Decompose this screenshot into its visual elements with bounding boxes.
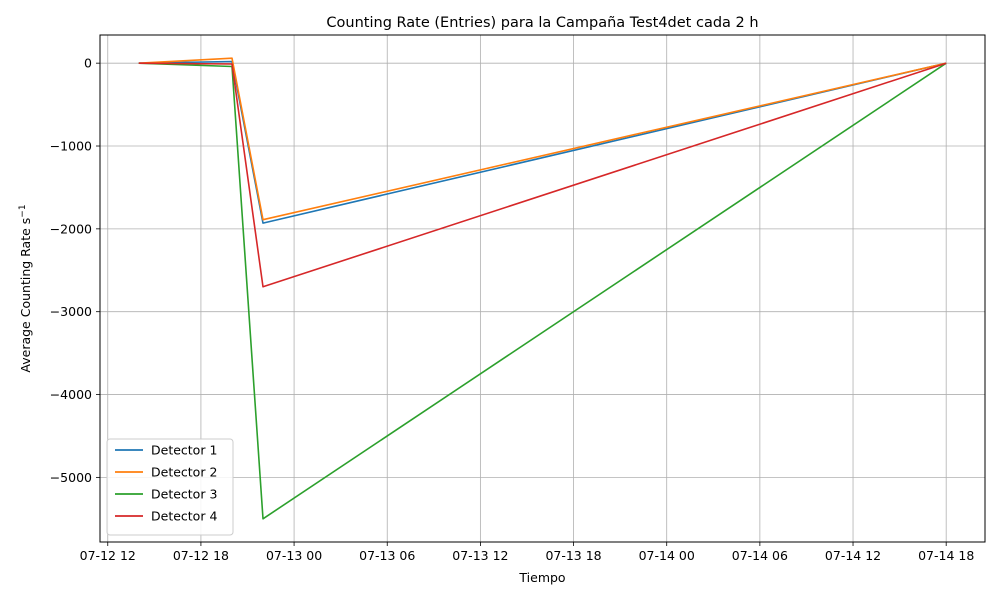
legend: Detector 1 Detector 2 Detector 3 Detector 4: [106, 438, 234, 536]
y-axis-ticks: 0 −1000 −2000 −3000 −4000 −5000: [50, 56, 100, 485]
x-tick-label: 07-13 00: [266, 548, 322, 563]
chart-title: Counting Rate (Entries) para la Campaña …: [326, 15, 758, 31]
x-tick-label: 07-14 18: [918, 548, 974, 563]
series-line-detector-1: [138, 60, 947, 224]
x-tick-label: 07-13 06: [359, 548, 415, 563]
series-line-detector-4: [138, 62, 947, 288]
plot-frame: [99, 34, 986, 543]
y-tick-label: −3000: [50, 304, 92, 319]
y-axis-label-main: Average Counting Rate s: [18, 218, 33, 373]
series-line-detector-2: [138, 57, 947, 221]
y-axis-label-exponent: −1: [18, 204, 28, 217]
x-axis-label: Tiempo: [518, 570, 565, 585]
legend-label: Detector 3: [151, 487, 217, 502]
y-tick-label: −4000: [50, 387, 92, 402]
x-tick-label: 07-14 06: [732, 548, 788, 563]
y-axis-label: Average Counting Rate s−1: [18, 204, 33, 372]
legend-label: Detector 2: [151, 465, 217, 480]
y-tick-label: −5000: [50, 470, 92, 485]
x-tick-label: 07-14 00: [639, 548, 695, 563]
legend-box: [106, 438, 234, 536]
x-tick-label: 07-12 18: [173, 548, 229, 563]
legend-label: Detector 4: [151, 509, 217, 524]
x-tick-label: 07-13 12: [452, 548, 508, 563]
x-tick-label: 07-14 12: [825, 548, 881, 563]
x-axis-ticks: 07-12 12 07-12 18 07-13 00 07-13 06 07-13 12…: [80, 542, 974, 563]
series-lines: [138, 57, 947, 520]
y-tick-label: −2000: [50, 221, 92, 236]
x-tick-label: 07-13 18: [545, 548, 601, 563]
y-tick-label: 0: [84, 56, 92, 71]
x-tick-label: 07-12 12: [80, 548, 136, 563]
series-line-detector-3: [138, 62, 947, 520]
y-tick-label: −1000: [50, 139, 92, 154]
legend-label: Detector 1: [151, 443, 217, 458]
